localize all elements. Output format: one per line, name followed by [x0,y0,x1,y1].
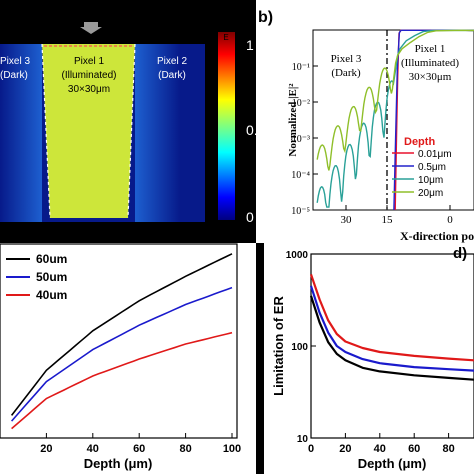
heatmap-left-glow [0,44,42,222]
panel-c-curve-40um [11,331,233,430]
panel-b-ytick-label: 10⁻⁴ [291,170,310,181]
panel-b-curves [316,29,474,211]
panel-c-curve-50um [10,286,233,422]
region-state-pixel2: (Dark) [158,70,186,81]
panel-b-legend-title: Depth [404,136,435,148]
panel-d-xtick-label: 60 [408,443,420,455]
panel-b-region-pixel1-l2: (Illuminated) [401,57,459,69]
colorbar: E 1 0.5 0 [218,32,266,225]
panel-b-legend-label: 10μm [418,175,443,186]
panel-c-legend-label: 60um [36,252,67,266]
panel-b-letter: b) [258,9,273,26]
panel-b-ytick-label: 10⁻² [292,98,310,109]
panel-b-xticks: 30 15 0 [341,205,453,226]
panel-c-xtick-label: 80 [179,443,191,455]
panel-b-xtick-label: 15 [382,214,394,226]
panel-c-background [0,243,256,474]
panel-b-region-pixel1-l3: 30×30μm [409,71,452,83]
panel-b-legend: 0.01μm 0.5μm 10μm 20μm [392,149,452,199]
panel-b-legend-label: 0.01μm [418,149,452,160]
region-state-pixel3: (Dark) [0,70,28,81]
panel-d-ytick-label: 1000 [286,250,309,261]
colorbar-gradient [218,32,235,220]
panel-b-xtick-label: 0 [447,214,453,226]
region-size-pixel1: 30×30μm [68,84,110,95]
panel-b-ytick-label: 10⁻¹ [292,62,310,73]
panel-d-xtick-label: 80 [442,443,454,455]
panel-c-xtick-label: 100 [223,443,241,455]
region-label-pixel3: Pixel 3 [0,56,30,67]
panel-d-curve-50um [309,285,474,372]
region-state-pixel1: (Illuminated) [61,70,116,81]
panel-b-curve-10um [316,29,474,208]
panel-b-background [256,0,474,243]
panel-b-plot-frame [312,29,474,211]
panel-c-xticks: 20 40 60 80 100 [40,433,241,455]
heatmap-illuminated-region [42,44,135,218]
panel-d-curve-60um [309,295,474,381]
panel-c-legend: 60um 50um 40um [6,252,67,302]
illumination-arrow-icon [80,22,102,34]
panel-d-xticks: 0 20 40 60 80 [308,433,455,455]
panel-d-yticks: 1000 100 10 [286,250,316,445]
panel-b-ylabel: Normalized |E|² [287,83,299,157]
panel-d-xtick-label: 20 [339,443,351,455]
pixel-boundary-left [41,43,51,219]
panel-d-curves [309,274,474,381]
region-label-pixel1: Pixel 1 [74,56,104,67]
panel-d-ytick-label: 10 [297,434,309,445]
panel-b-ytick-label: 10⁻³ [292,134,310,145]
panel-d-xlabel: Depth (μm) [358,456,427,471]
panel-b: b) Normalized |E|² X-direction position … [256,0,474,243]
panel-c-xtick-label: 40 [87,443,99,455]
colorbar-tick-0: 0 [246,209,254,225]
colorbar-label: E [223,33,228,42]
panel-c-legend-label: 40um [36,288,67,302]
panel-b-region-pixel3-l1: Pixel 3 [331,53,362,65]
panel-b-xtick-label: 30 [341,214,353,226]
panel-a-field-map: Pixel 3 (Dark) Pixel 1 (Illuminated) 30×… [0,22,205,222]
heatmap-right-glow [135,44,180,222]
panel-c-legend-label: 50um [36,270,67,284]
panel-c-xlabel: Depth (μm) [84,456,153,471]
panel-c: 20 40 60 80 100 Depth (μm) 60um 50um 40um [0,243,256,474]
panel-d-ylabel: Limitation of ER [271,296,286,396]
pixel-boundary-right [127,43,136,219]
panel-b-curve-20um [316,29,474,171]
colorbar-tick-1: 1 [246,37,254,53]
panel-d-xtick-label: 40 [374,443,386,455]
panel-c-xtick-label: 20 [40,443,52,455]
panel-b-xlabel: X-direction position [400,229,474,243]
panel-d-xtick-label: 0 [308,443,314,455]
panel-b-legend-label: 20μm [418,188,443,199]
panel-b-region-pixel3-l2: (Dark) [331,67,361,79]
panel-c-curves [10,253,233,430]
panel-b-legend-label: 0.5μm [418,162,446,173]
panel-d-curve-40um [309,274,474,362]
panel-b-region-pixel1-l1: Pixel 1 [415,43,446,55]
panel-c-curve-60um [10,253,233,416]
panel-c-plot-frame [0,243,238,439]
panel-c-xtick-label: 60 [133,443,145,455]
panel-b-ytick-label: 10⁻⁵ [291,206,310,217]
panel-d-ytick-label: 100 [291,342,308,353]
panel-b-yticks: 10⁻⁵ 10⁻⁴ 10⁻³ 10⁻² 10⁻¹ [291,62,318,217]
panel-d: d) Limitation of ER Depth (μm) 100010010… [264,243,474,474]
region-label-pixel2: Pixel 2 [157,56,187,67]
